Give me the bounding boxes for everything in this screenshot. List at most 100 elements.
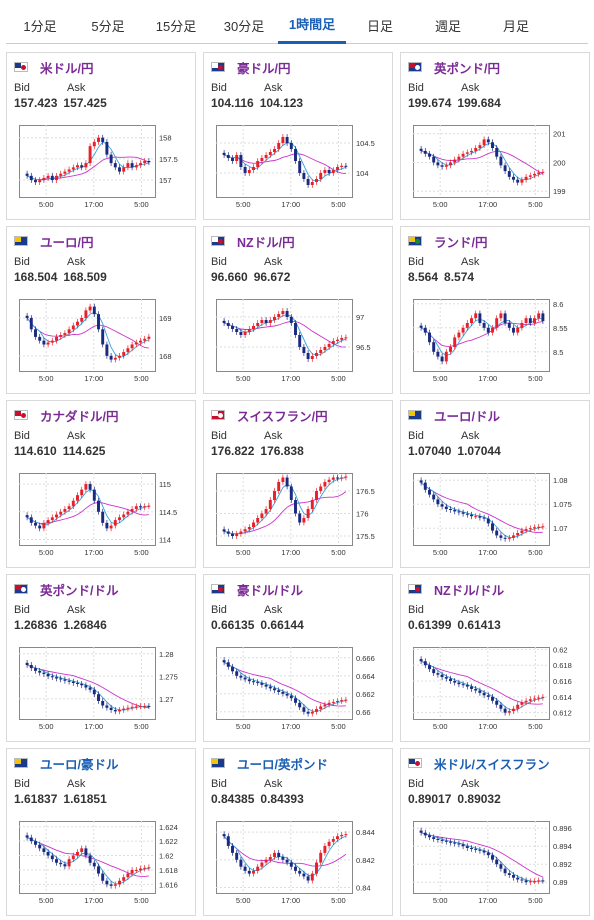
gb-flag-icon bbox=[14, 584, 28, 594]
candle-body bbox=[147, 867, 151, 869]
candle bbox=[55, 511, 58, 521]
price-labels: Bid Ask bbox=[211, 256, 317, 268]
y-tick-label: 1.08 bbox=[553, 476, 568, 485]
candlestick-chart[interactable]: 0.666 0.664 0.662 0.66 5:00 17:00 5:00 bbox=[216, 647, 392, 731]
pair-name[interactable]: 米ドル/円 bbox=[40, 61, 94, 76]
candle bbox=[50, 673, 54, 681]
pair-name[interactable]: 豪ドル/ドル bbox=[237, 583, 303, 598]
candlestick-chart[interactable]: 169 168 5:00 17:00 5:00 bbox=[19, 299, 195, 383]
rate-card-zar-jpy[interactable]: ランド/円 Bid Ask 8.564 8.574 8.6 8.55 8.5 5:00 17:00… bbox=[400, 226, 590, 394]
candle bbox=[139, 865, 142, 873]
candle bbox=[109, 352, 113, 363]
candle-body bbox=[92, 141, 96, 147]
candle-body bbox=[122, 708, 126, 710]
rate-card-gbp-usd[interactable]: 英ポンド/ドル Bid Ask 1.26836 1.26846 1.28 1.275 1.27… bbox=[6, 574, 196, 742]
candle-body bbox=[59, 862, 63, 865]
pair-name[interactable]: カナダドル/円 bbox=[40, 409, 119, 424]
candle-body bbox=[520, 323, 524, 328]
candle bbox=[315, 706, 318, 715]
candle-body bbox=[315, 709, 318, 712]
candle-body bbox=[520, 530, 524, 533]
candlestick-chart[interactable]: 1.08 1.075 1.07 5:00 17:00 5:00 bbox=[413, 473, 589, 557]
candlestick-chart[interactable]: 115 114.5 114 5:00 17:00 5:00 bbox=[19, 473, 195, 557]
tab-2[interactable]: 15分足 bbox=[155, 18, 197, 34]
candle bbox=[147, 333, 151, 342]
tab-1[interactable]: 5分足 bbox=[91, 18, 125, 34]
candle-body bbox=[130, 869, 134, 874]
tab-4[interactable]: 1時間足 bbox=[278, 6, 346, 44]
candle-body bbox=[323, 845, 327, 853]
pair-name[interactable]: ランド/円 bbox=[434, 235, 488, 250]
candle-body bbox=[277, 852, 281, 857]
candle-body bbox=[71, 167, 75, 170]
candle bbox=[323, 167, 327, 176]
candle-body bbox=[29, 837, 33, 842]
rate-card-usd-jpy[interactable]: 米ドル/円 Bid Ask 157.423 157.425 158 157.5 157 5:00… bbox=[6, 52, 196, 220]
pair-name[interactable]: ユーロ/英ポンド bbox=[237, 757, 328, 772]
candlestick-chart[interactable]: 0.62 0.618 0.616 0.614 0.612 5:00 17:00 5:00 bbox=[413, 647, 589, 731]
candlestick-chart[interactable]: 176.5 176 175.5 5:00 17:00 5:00 bbox=[216, 473, 392, 557]
candle bbox=[428, 486, 431, 498]
candlestick-chart[interactable]: 158 157.5 157 5:00 17:00 5:00 bbox=[19, 125, 195, 209]
rate-card-nzd-jpy[interactable]: NZドル/円 Bid Ask 96.660 96.672 97 96.5 5:00 17:00 5… bbox=[203, 226, 393, 394]
rate-card-nzd-usd[interactable]: NZドル/ドル Bid Ask 0.61399 0.61413 0.62 0.618 0.61… bbox=[400, 574, 590, 742]
rate-card-eur-usd[interactable]: ユーロ/ドル Bid Ask 1.07040 1.07044 1.08 1.075 1.07 5… bbox=[400, 400, 590, 568]
rate-card-aud-usd[interactable]: 豪ドル/ドル Bid Ask 0.66135 0.66144 0.666 0.664 0.66… bbox=[203, 574, 393, 742]
rate-card-eur-aud[interactable]: ユーロ/豪ドル Bid Ask 1.61837 1.61851 1.624 1.622 1.6… bbox=[6, 748, 196, 916]
bid-value: 0.84385 bbox=[211, 792, 255, 806]
candlestick-chart[interactable]: 1.624 1.622 1.62 1.618 1.616 5:00 17:00 5:00 bbox=[19, 821, 195, 905]
candle bbox=[298, 158, 302, 176]
candle bbox=[71, 852, 75, 863]
rate-card-aud-jpy[interactable]: 豪ドル/円 Bid Ask 104.116 104.123 104.5 104 5:00 17:… bbox=[203, 52, 393, 220]
candle-body bbox=[340, 165, 344, 167]
candle-body bbox=[541, 880, 545, 882]
candle bbox=[277, 687, 281, 695]
candlestick-chart[interactable]: 0.844 0.842 0.84 5:00 17:00 5:00 bbox=[216, 821, 392, 905]
candle bbox=[285, 308, 289, 320]
pair-name[interactable]: ユーロ/円 bbox=[40, 235, 94, 250]
candle-body bbox=[231, 533, 234, 536]
candlestick-chart[interactable]: 8.6 8.55 8.5 5:00 17:00 5:00 bbox=[413, 299, 589, 383]
candle bbox=[302, 170, 306, 182]
tab-3[interactable]: 30分足 bbox=[223, 18, 265, 34]
rate-card-chf-jpy[interactable]: スイスフラン/円 Bid Ask 176.822 176.838 176.5 176 175.… bbox=[203, 400, 393, 568]
candle-body bbox=[436, 673, 440, 675]
chart-frame bbox=[216, 125, 353, 198]
pair-name[interactable]: 英ポンド/円 bbox=[434, 61, 500, 76]
candlestick-chart[interactable]: 0.896 0.894 0.892 0.89 5:00 17:00 5:00 bbox=[413, 821, 589, 905]
candlestick-chart[interactable]: 104.5 104 5:00 17:00 5:00 bbox=[216, 125, 392, 209]
pair-name[interactable]: 豪ドル/円 bbox=[237, 61, 291, 76]
tab-7[interactable]: 月足 bbox=[502, 18, 529, 34]
candlestick-chart[interactable]: 201 200 199 5:00 17:00 5:00 bbox=[413, 125, 589, 209]
pair-name[interactable]: ユーロ/ドル bbox=[434, 409, 500, 424]
tab-0[interactable]: 1分足 bbox=[23, 18, 57, 34]
tab-5[interactable]: 日足 bbox=[366, 18, 393, 34]
pair-name[interactable]: NZドル/円 bbox=[237, 235, 295, 250]
rate-card-eur-jpy[interactable]: ユーロ/円 Bid Ask 168.504 168.509 169 168 5:00 17:00… bbox=[6, 226, 196, 394]
rate-card-eur-gbp[interactable]: ユーロ/英ポンド Bid Ask 0.84385 0.84393 0.844 0.842 0.… bbox=[203, 748, 393, 916]
candlestick-chart[interactable]: 1.28 1.275 1.27 5:00 17:00 5:00 bbox=[19, 647, 195, 731]
candle bbox=[474, 686, 478, 694]
pair-name[interactable]: NZドル/ドル bbox=[434, 583, 505, 598]
rate-card-usd-chf[interactable]: 米ドル/スイスフラン Bid Ask 0.89017 0.89032 0.896 0.894… bbox=[400, 748, 590, 916]
pair-name[interactable]: スイスフラン/円 bbox=[237, 409, 328, 424]
pair-name[interactable]: 英ポンド/ドル bbox=[40, 583, 119, 598]
candle bbox=[143, 703, 147, 709]
candle-body bbox=[130, 509, 134, 512]
tab-6[interactable]: 週足 bbox=[434, 18, 461, 34]
candle-body bbox=[260, 158, 264, 161]
candle bbox=[118, 352, 121, 361]
rate-card-cad-jpy[interactable]: カナダドル/円 Bid Ask 114.610 114.625 115 114.5 114 5:… bbox=[6, 400, 196, 568]
candle bbox=[88, 684, 92, 693]
rate-card-gbp-jpy[interactable]: 英ポンド/円 Bid Ask 199.674 199.684 201 200 199 5:00 1… bbox=[400, 52, 590, 220]
candlestick-chart[interactable]: 97 96.5 5:00 17:00 5:00 bbox=[216, 299, 392, 383]
card-header: スイスフラン/円 bbox=[211, 408, 328, 424]
candle-body bbox=[25, 835, 29, 838]
candle-body bbox=[139, 705, 142, 707]
candle-body bbox=[139, 868, 142, 870]
pair-name[interactable]: 米ドル/スイスフラン bbox=[434, 757, 550, 772]
candle-body bbox=[507, 323, 511, 328]
pair-name[interactable]: ユーロ/豪ドル bbox=[40, 757, 119, 772]
candle-body bbox=[344, 337, 348, 339]
candle bbox=[436, 348, 440, 360]
